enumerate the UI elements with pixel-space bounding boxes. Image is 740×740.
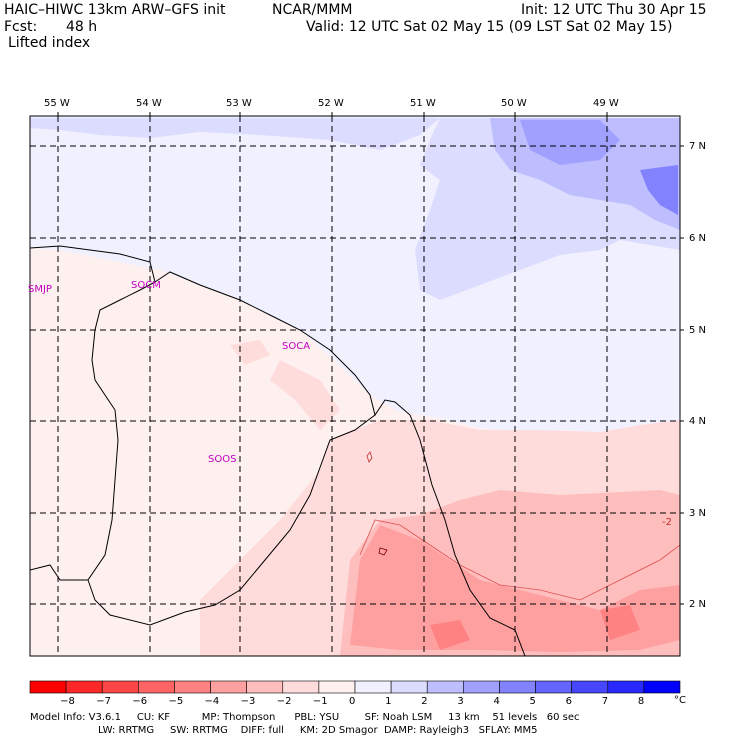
lat-label: 6 N (689, 233, 707, 244)
colorbar-tick-label: 4 (493, 696, 500, 707)
colorbar-swatch (101, 680, 139, 694)
valid-time: Valid: 12 UTC Sat 02 May 15 (09 LST Sat … (306, 19, 673, 35)
lon-label: 52 W (318, 98, 344, 109)
station-label: SOCM (131, 280, 161, 291)
lat-lon-grid (30, 116, 680, 656)
org-label: NCAR/MMM (272, 2, 353, 18)
lon-label: 51 W (410, 98, 436, 109)
colorbar-swatch (607, 680, 645, 694)
contour-label: -2 (662, 517, 672, 528)
lat-label: 4 N (689, 416, 707, 427)
colorbar-swatch (29, 680, 67, 694)
colorbar-swatch (282, 680, 320, 694)
colorbar-tick-label: −6 (132, 696, 148, 707)
field-name: Lifted index (8, 35, 91, 51)
colorbar-tick-label: 2 (421, 696, 428, 707)
colorbar-tick-label: −4 (204, 696, 220, 707)
lat-label: 5 N (689, 325, 707, 336)
colorbar-swatch (643, 680, 681, 694)
station-label: SMJP (28, 284, 52, 295)
colorbar-swatch (463, 680, 500, 694)
station-label: SOOS (208, 454, 237, 465)
colorbar-tick-label: 1 (385, 696, 392, 707)
lat-label: 7 N (689, 141, 707, 152)
colorbar-tick-label: 0 (349, 696, 356, 707)
init-time: Init: 12 UTC Thu 30 Apr 15 (521, 2, 707, 18)
lon-label: 55 W (44, 98, 70, 109)
colorbar-tick-label: 7 (601, 696, 609, 707)
forecast-hour: 48 h (66, 19, 98, 35)
colorbar-tick-label: 8 (637, 696, 645, 707)
coastline (30, 245, 526, 656)
lon-label: 49 W (593, 98, 619, 109)
colorbar-swatch (426, 680, 464, 694)
colorbar-swatch (174, 680, 211, 694)
colorbar-swatch (65, 680, 103, 694)
colorbar-swatch (390, 680, 428, 694)
model-info-line1: Model Info: V3.6.1 CU: KF MP: Thompson P… (30, 712, 580, 723)
map-ticks (57, 112, 684, 605)
contour-blob (366, 451, 373, 463)
colorbar-swatch (354, 680, 392, 694)
colorbar-swatch (535, 680, 572, 694)
lon-label: 50 W (501, 98, 527, 109)
colorbar-tick-label: −8 (60, 696, 75, 707)
colorbar-swatch (499, 680, 536, 694)
contour-blob (378, 547, 388, 556)
lon-label: 54 W (136, 98, 162, 109)
map-frame (29, 115, 681, 657)
lon-label: 53 W (226, 98, 252, 109)
lifted-index-field (30, 116, 680, 656)
colorbar-tick-label: −3 (240, 696, 256, 707)
model-title: HAIC–HIWC 13km ARW–GFS init (4, 2, 226, 18)
colorbar-swatch (318, 680, 356, 694)
colorbar-tick-label: −5 (168, 696, 184, 707)
station-label: SOCA (282, 341, 311, 352)
colorbar-swatch (246, 680, 284, 694)
colorbar-unit: °C (674, 695, 686, 706)
colorbar-swatch (210, 680, 247, 694)
lat-label: 2 N (689, 599, 707, 610)
forecast-label: Fcst: (4, 19, 38, 35)
colorbar-tick-label: 3 (457, 696, 464, 707)
colorbar-tick-label: −2 (276, 696, 292, 707)
colorbar-swatch (138, 680, 175, 694)
colorbar-tick-label: 5 (529, 696, 536, 707)
colorbar-tick-label: −7 (96, 696, 111, 707)
lat-label: 3 N (689, 508, 707, 519)
colorbar-tick-label: −1 (312, 696, 328, 707)
colorbar (29, 680, 681, 694)
colorbar-tick-label: 6 (565, 696, 573, 707)
colorbar-swatch (571, 680, 609, 694)
model-info-line2: LW: RRTMG SW: RRTMG DIFF: full KM: 2D Sm… (98, 725, 538, 736)
